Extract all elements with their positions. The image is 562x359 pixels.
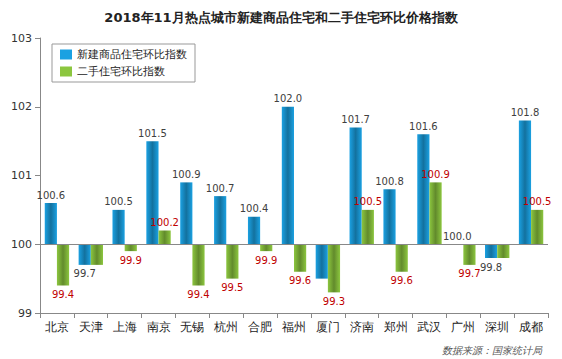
svg-text:上海: 上海: [113, 320, 137, 334]
svg-text:100.9: 100.9: [421, 169, 450, 180]
svg-text:广州: 广州: [451, 320, 475, 334]
svg-text:杭州: 杭州: [213, 320, 238, 334]
svg-text:99.4: 99.4: [52, 289, 74, 300]
svg-text:成都: 成都: [519, 320, 543, 334]
svg-text:100.6: 100.6: [37, 190, 66, 201]
svg-text:99.5: 99.5: [221, 282, 243, 293]
svg-text:99.6: 99.6: [391, 275, 413, 286]
svg-text:102: 102: [11, 100, 32, 113]
svg-text:99.7: 99.7: [74, 268, 96, 279]
svg-text:99: 99: [18, 307, 32, 320]
svg-text:无锡: 无锡: [180, 320, 204, 334]
svg-text:100.5: 100.5: [354, 196, 383, 207]
svg-text:二手住宅环比指数: 二手住宅环比指数: [77, 65, 165, 78]
svg-text:深圳: 深圳: [485, 320, 509, 334]
svg-text:武汉: 武汉: [417, 320, 441, 334]
svg-text:100.2: 100.2: [150, 217, 179, 228]
svg-text:100.4: 100.4: [240, 203, 269, 214]
svg-text:北京: 北京: [45, 320, 69, 334]
svg-text:厦门: 厦门: [316, 320, 340, 334]
svg-text:101.8: 101.8: [511, 107, 540, 118]
svg-text:99.7: 99.7: [458, 268, 480, 279]
svg-text:101: 101: [11, 169, 32, 182]
svg-text:99.9: 99.9: [255, 255, 277, 266]
svg-text:新建商品住宅环比指数: 新建商品住宅环比指数: [77, 48, 187, 61]
svg-text:100.8: 100.8: [375, 176, 404, 187]
svg-text:101.5: 101.5: [138, 128, 167, 139]
svg-text:101.7: 101.7: [341, 114, 370, 125]
svg-text:合肥: 合肥: [248, 320, 272, 334]
svg-text:济南: 济南: [350, 320, 374, 334]
svg-text:103: 103: [11, 32, 32, 45]
svg-text:100: 100: [11, 238, 32, 251]
svg-text:天津: 天津: [79, 320, 103, 334]
svg-text:100.9: 100.9: [172, 169, 201, 180]
svg-text:福州: 福州: [282, 320, 306, 334]
svg-text:99.8: 99.8: [480, 262, 502, 273]
svg-text:101.6: 101.6: [409, 121, 438, 132]
svg-text:100.5: 100.5: [104, 196, 133, 207]
svg-text:数据来源：国家统计局: 数据来源：国家统计局: [442, 345, 543, 356]
svg-text:100.7: 100.7: [206, 183, 235, 194]
svg-text:99.6: 99.6: [289, 275, 311, 286]
svg-text:南京: 南京: [147, 320, 171, 334]
svg-text:99.9: 99.9: [120, 255, 142, 266]
svg-text:郑州: 郑州: [384, 320, 408, 334]
svg-text:99.3: 99.3: [323, 296, 345, 307]
svg-text:100.5: 100.5: [523, 196, 552, 207]
svg-text:99.4: 99.4: [187, 289, 209, 300]
svg-text:2018年11月热点城市新建商品住宅和二手住宅环比价格指数: 2018年11月热点城市新建商品住宅和二手住宅环比价格指数: [104, 10, 458, 25]
svg-text:102.0: 102.0: [274, 93, 303, 104]
svg-text:100.0: 100.0: [443, 231, 472, 242]
